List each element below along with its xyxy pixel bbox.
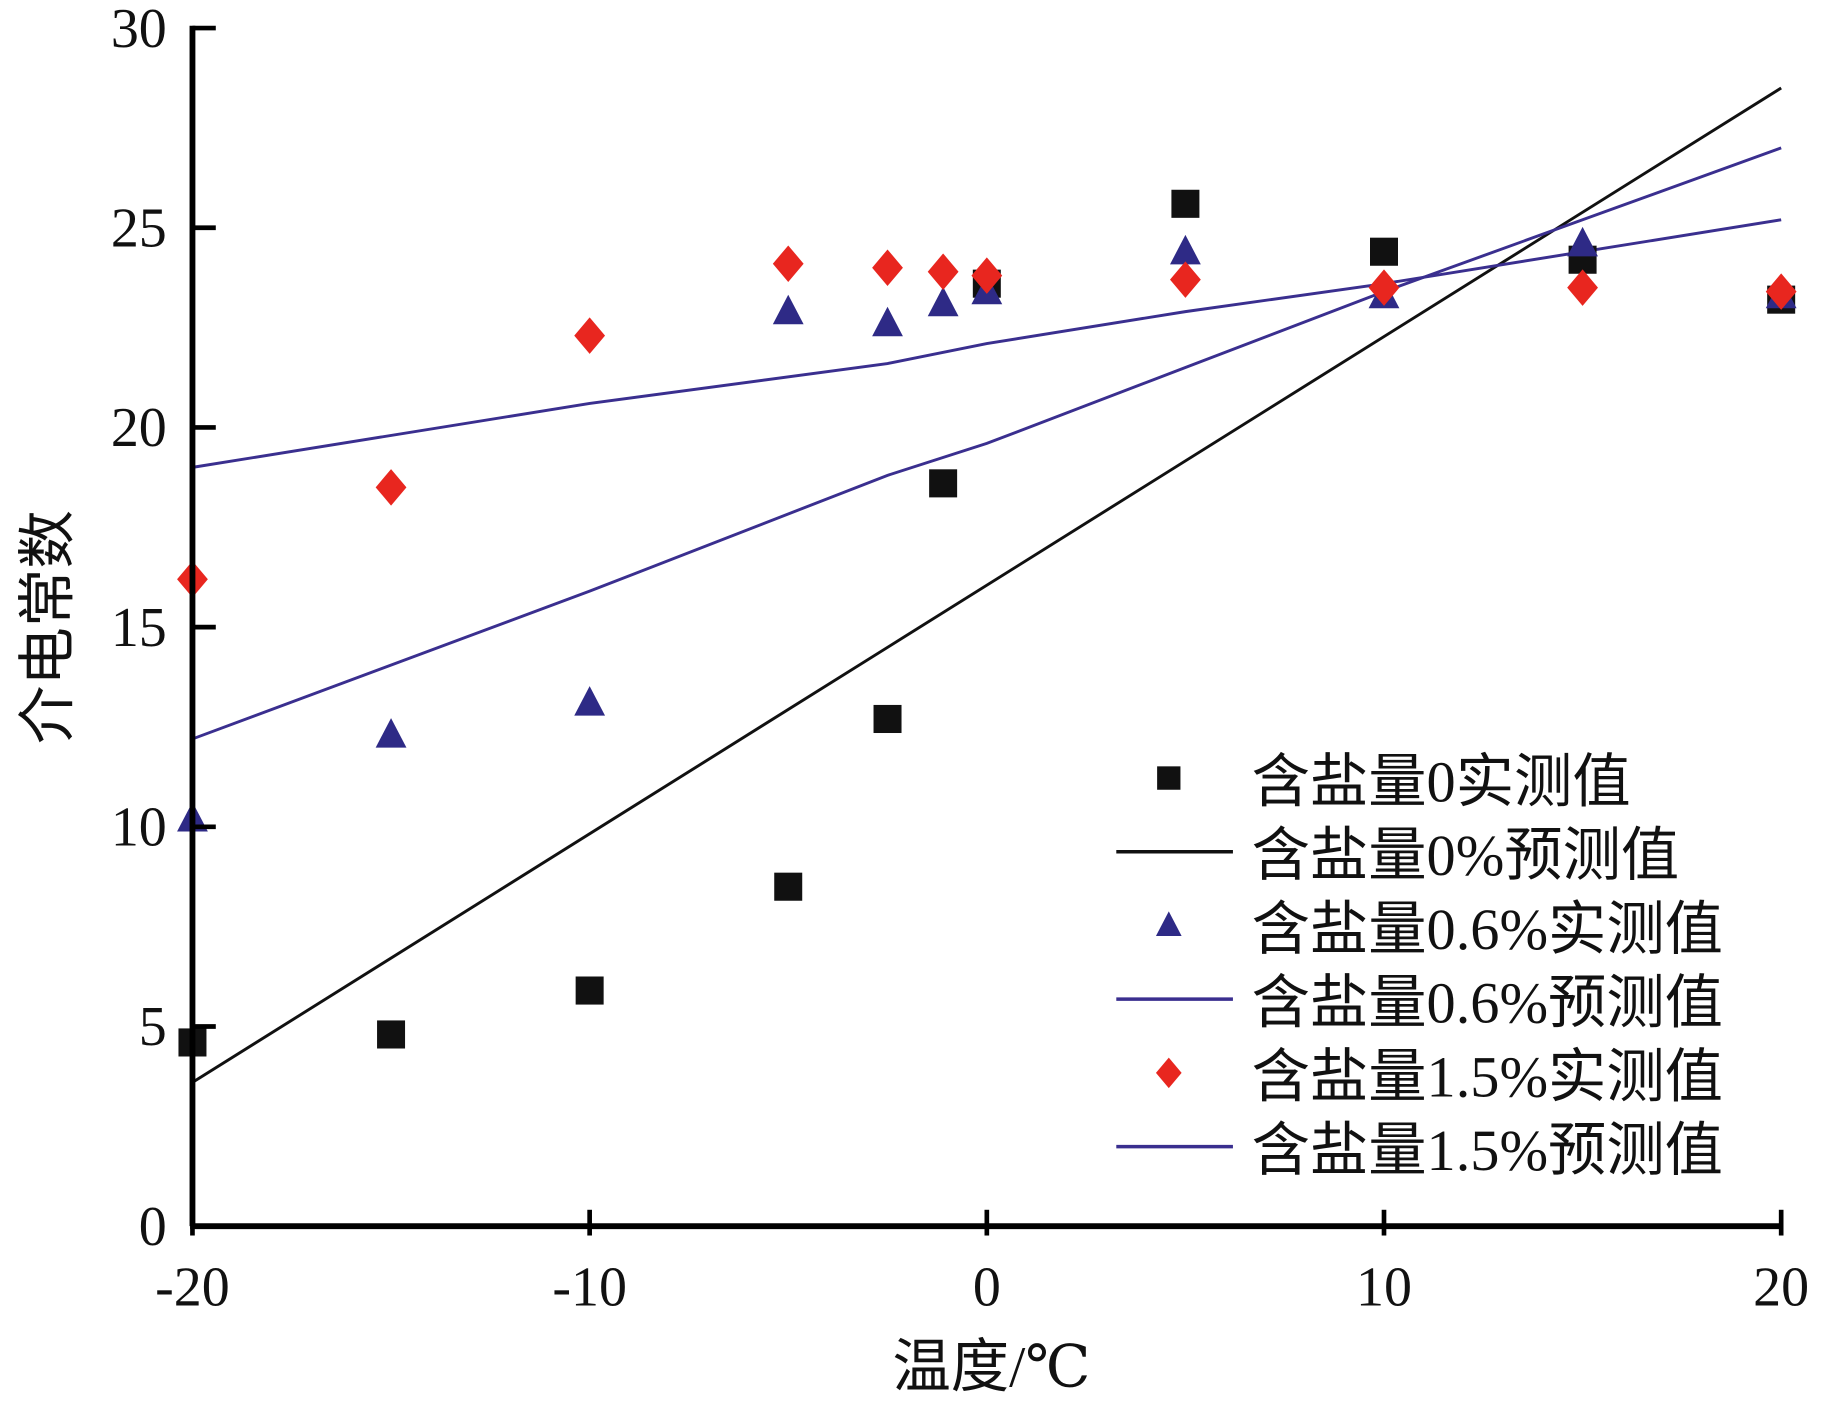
legend-marker-triangle — [1155, 911, 1182, 936]
series-line-5 — [192, 218, 1782, 469]
legend-item: 含盐量1.5%预测值 — [1116, 1118, 1723, 1183]
data-point-square — [1370, 237, 1398, 266]
legend-item: 含盐量0.6%预测值 — [1116, 971, 1723, 1036]
y-tick-label: 15 — [111, 597, 167, 659]
legend-marker-diamond — [1155, 1057, 1182, 1089]
data-point-square — [929, 469, 958, 498]
legend-label: 含盐量0%预测值 — [1252, 823, 1680, 888]
data-point-diamond — [574, 317, 606, 354]
data-point-diamond — [927, 253, 959, 290]
x-tick-label: 20 — [1753, 1257, 1809, 1319]
data-point-diamond — [971, 257, 1003, 294]
legend: 含盐量0实测值含盐量0%预测值含盐量0.6%实测值含盐量0.6%预测值含盐量1.… — [1116, 749, 1723, 1183]
y-tick-label: 20 — [111, 397, 167, 459]
y-axis-label: 介电常数 — [16, 510, 81, 744]
legend-item: 含盐量0.6%实测值 — [1155, 897, 1723, 962]
data-point-square — [575, 976, 604, 1005]
legend-label: 含盐量1.5%实测值 — [1252, 1044, 1723, 1109]
data-point-triangle — [927, 286, 959, 317]
y-tick-label: 25 — [111, 197, 167, 259]
data-point-triangle — [772, 294, 804, 325]
data-point-diamond — [1567, 269, 1598, 306]
series-line-3 — [191, 146, 1782, 741]
axes: 0 5 10 15 20 25 30 -20 -10 0 10 20 — [111, 0, 1809, 1319]
legend-label: 含盐量0.6%实测值 — [1252, 897, 1723, 962]
data-point-square — [1171, 189, 1200, 218]
legend-marker-square — [1157, 766, 1181, 790]
data-point-diamond — [772, 245, 804, 282]
x-tick-label: 0 — [973, 1257, 1001, 1319]
data-point-diamond — [872, 249, 903, 286]
data-point-triangle — [872, 306, 903, 337]
prediction-lines — [191, 86, 1782, 1084]
measured-points — [177, 189, 1797, 1057]
x-tick-label: -20 — [155, 1257, 230, 1319]
data-point-triangle — [375, 718, 407, 748]
legend-label: 含盐量1.5%预测值 — [1252, 1118, 1723, 1183]
legend-label: 含盐量0.6%预测值 — [1252, 971, 1723, 1036]
data-point-diamond — [1368, 269, 1400, 306]
data-point-square — [873, 704, 902, 734]
data-point-square — [377, 1020, 406, 1049]
legend-label: 含盐量0实测值 — [1252, 749, 1631, 814]
x-axis-label: 温度/℃ — [892, 1334, 1090, 1399]
data-point-square — [774, 872, 803, 901]
y-tick-label: 30 — [111, 0, 167, 60]
data-point-diamond — [1170, 261, 1201, 298]
legend-item: 含盐量0实测值 — [1157, 749, 1631, 814]
data-point-triangle — [574, 686, 606, 716]
x-tick-label: 10 — [1356, 1257, 1412, 1319]
legend-item: 含盐量0%预测值 — [1116, 823, 1679, 888]
y-tick-label: 10 — [111, 796, 167, 858]
series-line-1 — [191, 86, 1782, 1084]
y-tick-label: 0 — [139, 1196, 167, 1258]
data-point-triangle — [1170, 234, 1201, 265]
data-point-diamond — [375, 469, 407, 506]
data-point-triangle — [1567, 226, 1598, 257]
data-point-diamond — [1765, 273, 1797, 310]
x-tick-label: -10 — [552, 1257, 627, 1319]
legend-item: 含盐量1.5%实测值 — [1155, 1044, 1723, 1109]
y-tick-label: 5 — [139, 996, 167, 1058]
